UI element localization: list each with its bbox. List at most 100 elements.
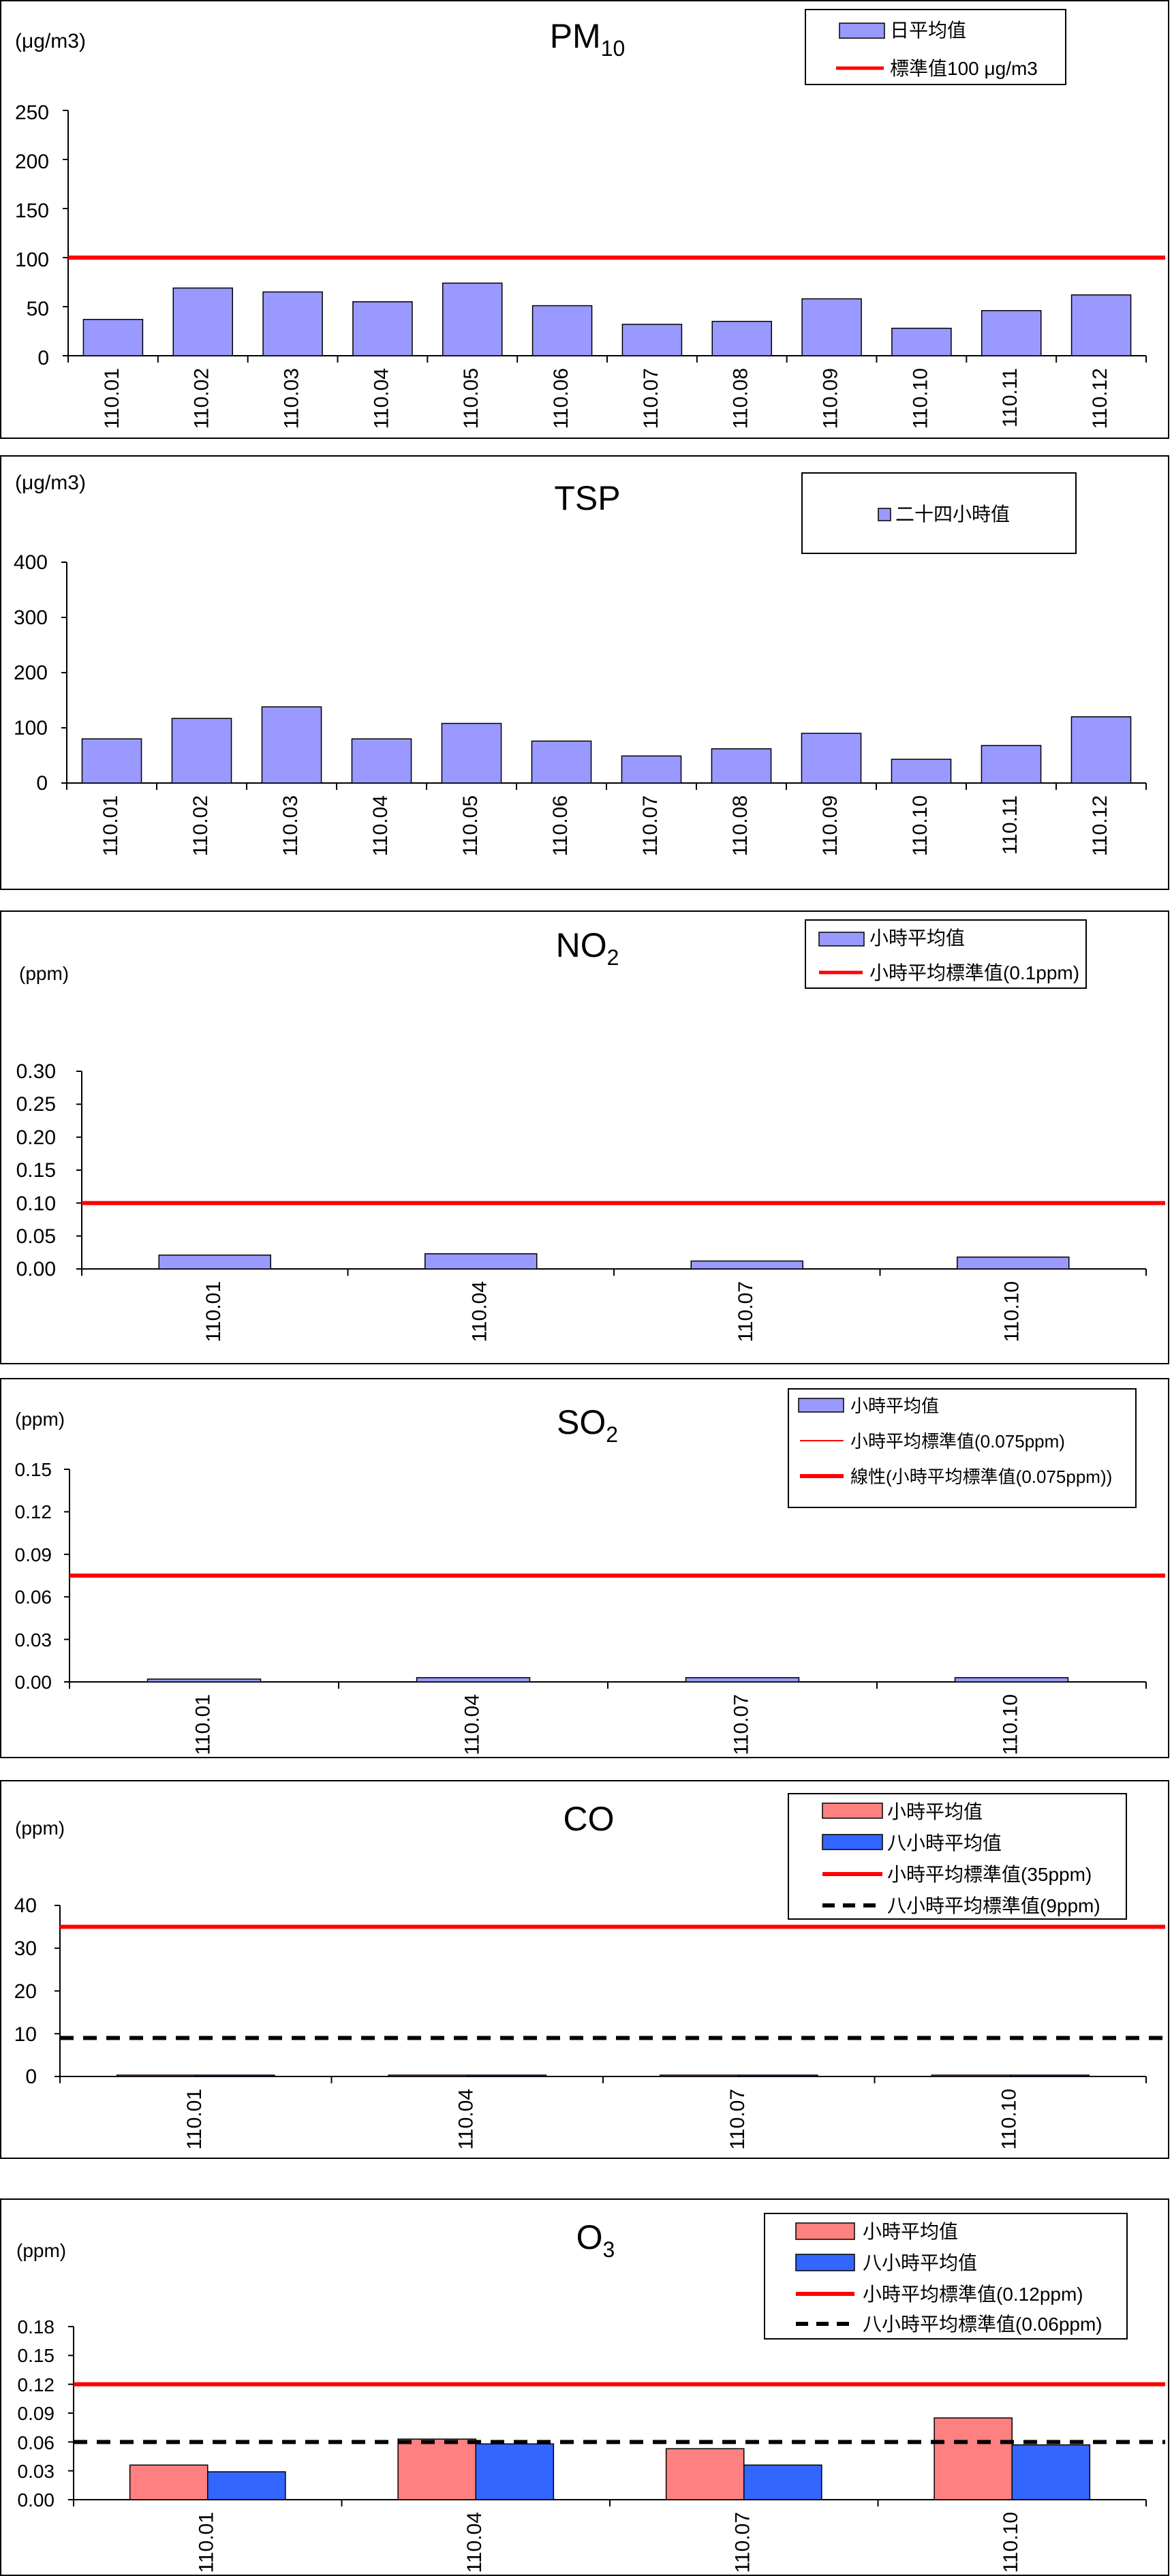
y-tick: 0.10 bbox=[16, 1193, 56, 1215]
chart-title: O3 bbox=[576, 2218, 615, 2262]
legend-label: 小時平均值 bbox=[869, 927, 965, 949]
legend: 小時平均值 小時平均標準值(0.1ppm) bbox=[805, 919, 1087, 989]
bar bbox=[351, 738, 412, 784]
legend-swatch-bar bbox=[795, 2222, 855, 2240]
chart-panel-so2: SO2 (ppm) 小時平均值 小時平均標準值(0.075ppm) 線性(小時平… bbox=[0, 1378, 1169, 1758]
bar bbox=[690, 1260, 804, 1270]
y-tick: 0.09 bbox=[18, 2403, 55, 2424]
bar bbox=[81, 738, 142, 784]
x-tick-label: 110.04 bbox=[369, 795, 392, 857]
chart-panel-no2: NO2 (ppm) 小時平均值 小時平均標準值(0.1ppm) 0.30 0.2… bbox=[0, 910, 1169, 1364]
bar bbox=[158, 1254, 272, 1270]
bar bbox=[665, 2448, 745, 2500]
bar bbox=[981, 745, 1042, 784]
x-tick-label: 110.04 bbox=[461, 1694, 483, 1755]
y-axis: 250 200 150 100 50 0 bbox=[15, 102, 49, 369]
bar bbox=[82, 318, 144, 356]
legend-label: 小時平均值 bbox=[863, 2221, 958, 2242]
legend-label: 標準值100 μg/m3 bbox=[890, 58, 1038, 79]
legend-label: 二十四小時值 bbox=[895, 504, 1010, 525]
bar bbox=[146, 1678, 262, 1683]
chart-title: PM10 bbox=[550, 17, 626, 61]
chart-co: CO (ppm) 小時平均值 八小時平均值 小時平均標準值(35ppm) 八小時… bbox=[14, 1793, 1165, 2150]
bar bbox=[352, 301, 413, 356]
legend-label: 日平均值 bbox=[890, 20, 966, 41]
legend-label: 小時平均標準值(0.12ppm) bbox=[863, 2284, 1083, 2305]
bar bbox=[116, 2074, 196, 2077]
bar bbox=[711, 320, 773, 356]
x-tick-label: 110.10 bbox=[1001, 1281, 1023, 1343]
x-tick-label: 110.04 bbox=[455, 2089, 478, 2150]
bar bbox=[801, 298, 862, 356]
bar bbox=[801, 733, 862, 784]
bar bbox=[711, 748, 772, 784]
x-tick-label: 110.07 bbox=[639, 795, 662, 857]
y-tick: 0.20 bbox=[16, 1126, 56, 1149]
bar bbox=[388, 2074, 468, 2077]
x-tick-label: 110.07 bbox=[735, 1281, 757, 1343]
x-tick-label: 110.07 bbox=[732, 2512, 754, 2573]
bar bbox=[416, 1677, 531, 1683]
bar bbox=[172, 287, 234, 356]
unit-label: (μg/m3) bbox=[15, 472, 86, 494]
y-tick: 100 bbox=[14, 717, 48, 739]
chart-pm10: PM10 (μg/m3) 日平均值 標準值100 μg/m3 250 200 1… bbox=[15, 9, 1165, 429]
x-tick-label: 110.08 bbox=[730, 368, 752, 429]
x-tick-label: 110.08 bbox=[729, 795, 752, 857]
bar bbox=[195, 2074, 275, 2077]
x-tick-label: 110.12 bbox=[1089, 795, 1111, 857]
x-tick-label: 110.10 bbox=[909, 795, 931, 857]
unit-label: (ppm) bbox=[19, 963, 69, 984]
y-tick: 0.15 bbox=[18, 2345, 55, 2366]
y-tick: 50 bbox=[27, 298, 49, 320]
chart-so2: SO2 (ppm) 小時平均值 小時平均標準值(0.075ppm) 線性(小時平… bbox=[15, 1388, 1165, 1755]
x-tick-label: 110.01 bbox=[202, 1281, 225, 1343]
y-tick: 100 bbox=[15, 249, 49, 271]
bar bbox=[738, 2074, 818, 2077]
legend-label: 八小時平均標準值(9ppm) bbox=[887, 1895, 1100, 1916]
bar bbox=[659, 2074, 739, 2077]
legend-swatch-bar bbox=[795, 2254, 855, 2271]
bar bbox=[1070, 294, 1132, 356]
x-tick-label: 110.05 bbox=[460, 368, 482, 429]
bar bbox=[397, 2438, 477, 2500]
y-tick: 0 bbox=[25, 2066, 37, 2088]
x-tick-label: 110.03 bbox=[281, 368, 303, 429]
y-axis: 0.30 0.25 0.20 0.15 0.10 0.05 0.00 bbox=[16, 1060, 56, 1281]
bar bbox=[621, 755, 682, 784]
x-tick-label: 110.10 bbox=[1000, 2512, 1022, 2573]
legend-label: 八小時平均值 bbox=[887, 1833, 1002, 1854]
y-tick: 0.00 bbox=[15, 1672, 52, 1693]
x-tick-label: 110.04 bbox=[370, 368, 392, 429]
chart-tsp: TSP (μg/m3) 二十四小時值 400 300 200 100 0 110… bbox=[14, 472, 1147, 857]
bar bbox=[531, 305, 593, 356]
x-tick-label: 110.01 bbox=[101, 368, 123, 429]
y-tick: 0.03 bbox=[18, 2461, 55, 2482]
y-tick: 0.03 bbox=[15, 1629, 52, 1651]
bar bbox=[891, 758, 952, 784]
chart-no2: NO2 (ppm) 小時平均值 小時平均標準值(0.1ppm) 0.30 0.2… bbox=[16, 919, 1165, 1343]
x-tick-label: 110.11 bbox=[999, 368, 1021, 427]
bar bbox=[931, 2074, 1011, 2077]
y-tick: 40 bbox=[14, 1895, 37, 1917]
bar bbox=[956, 1256, 1070, 1270]
legend-label: 八小時平均標準值(0.06ppm) bbox=[863, 2314, 1102, 2335]
bar bbox=[475, 2443, 555, 2500]
bar bbox=[891, 327, 952, 356]
x-tick-label: 110.01 bbox=[183, 2089, 206, 2150]
x-tick-label: 110.02 bbox=[189, 795, 212, 857]
y-tick: 0.12 bbox=[15, 1501, 52, 1522]
unit-label: (ppm) bbox=[16, 2240, 66, 2261]
chart-panel-o3: O3 (ppm) 小時平均值 八小時平均值 小時平均標準值(0.12ppm) 八… bbox=[0, 2198, 1169, 2576]
chart-title: TSP bbox=[554, 479, 620, 517]
y-axis: 400 300 200 100 0 bbox=[14, 551, 48, 795]
legend-label: 小時平均標準值(0.075ppm) bbox=[850, 1431, 1065, 1452]
chart-panel-tsp: TSP (μg/m3) 二十四小時值 400 300 200 100 0 110… bbox=[0, 455, 1169, 890]
y-axis: 40 30 20 10 0 bbox=[14, 1895, 37, 2088]
x-tick-label: 110.06 bbox=[549, 795, 572, 857]
bar bbox=[531, 740, 592, 784]
y-tick: 250 bbox=[15, 102, 49, 124]
chart-title: NO2 bbox=[556, 926, 619, 970]
x-tick-label: 110.07 bbox=[640, 368, 662, 429]
x-tick-label: 110.07 bbox=[726, 2089, 749, 2150]
